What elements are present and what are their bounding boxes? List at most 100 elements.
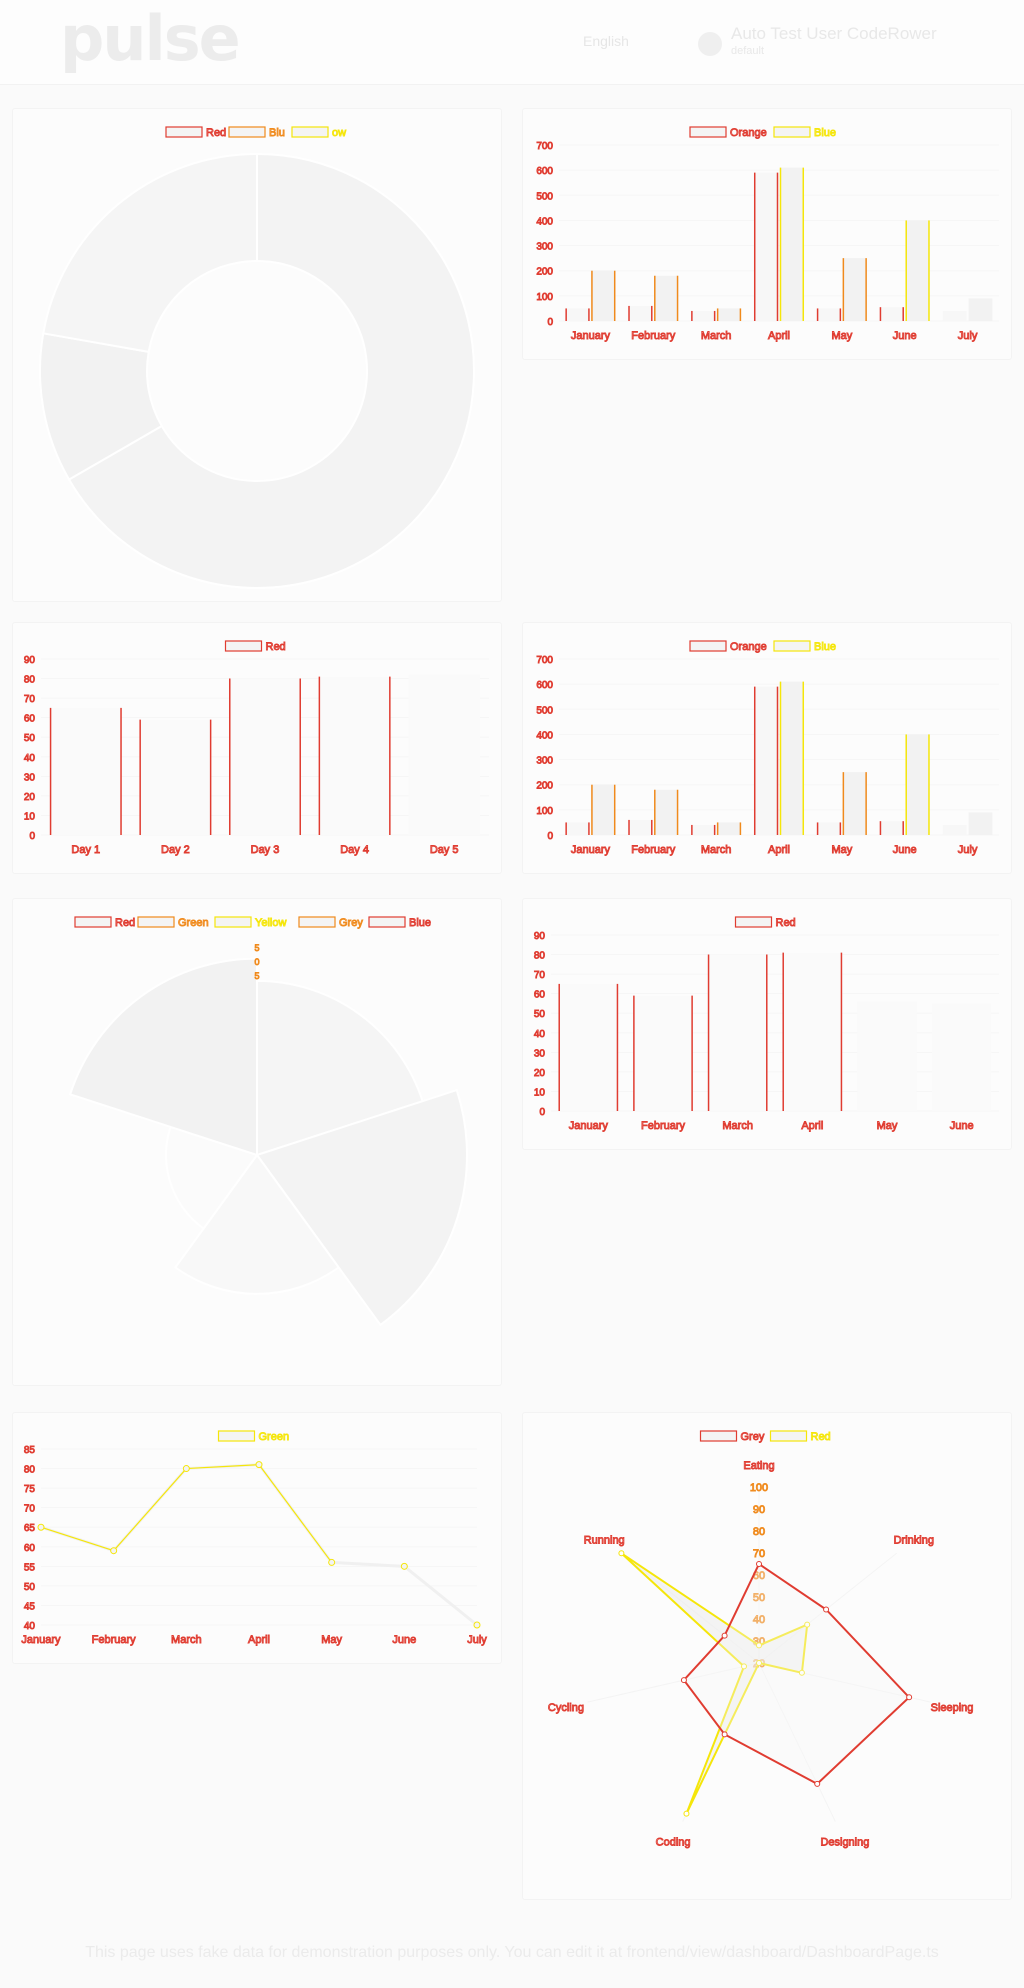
legend-swatch-red[interactable] [165,126,203,138]
legend-label-orange[interactable]: Orange [730,127,768,140]
user-name[interactable]: Auto Test User CodeRower [731,24,937,43]
bar-blue[interactable] [591,784,616,835]
legend-label-red[interactable]: Red [810,1431,831,1444]
legend-swatch-red[interactable] [74,916,112,928]
bar-blue[interactable] [717,822,741,835]
bar-blue[interactable] [842,258,867,321]
legend-swatch-blue[interactable] [773,126,811,138]
legend-swatch-blu[interactable] [228,126,266,138]
bar-orange[interactable] [628,305,653,321]
legend-label-ow[interactable]: ow [332,127,347,140]
bar-blue[interactable] [842,772,867,835]
legend-swatch-green[interactable] [137,916,175,928]
pulse-logo[interactable]: pulse [60,2,241,75]
bar-orange[interactable] [942,310,967,321]
bar-red[interactable] [633,995,693,1111]
legend-swatch-grey[interactable] [298,916,336,928]
bar-orange[interactable] [691,310,716,321]
legend-label-red[interactable]: Red [775,917,796,930]
legend-swatch-blue[interactable] [773,640,811,652]
line-point[interactable] [328,1558,336,1566]
bar-red[interactable] [50,707,122,835]
line-point[interactable] [400,1562,408,1570]
orange-blue-bar-chart-2[interactable]: Orange Blue 0 100 200 300 400 500 600 700 January F… [523,623,1011,873]
language-selector[interactable]: English [583,33,629,49]
bar-blue[interactable] [717,308,741,321]
radar-series-grey[interactable] [620,1552,809,1815]
legend-swatch-red[interactable] [224,640,263,652]
legend-swatch-ow[interactable] [291,126,329,138]
bar-orange[interactable] [754,686,778,835]
bar-orange[interactable] [942,824,967,835]
legend-label-green[interactable]: Green [178,917,209,930]
legend-label-green[interactable]: Green [258,1431,290,1444]
bar-red[interactable] [708,954,768,1111]
polar-segment-red[interactable] [256,979,424,1157]
legend-label-yellow[interactable]: Yellow [255,917,287,930]
bar-red[interactable] [318,676,391,835]
bar-blue[interactable] [968,812,993,835]
legend-swatch-red[interactable] [734,916,773,928]
doughnut-slice-red[interactable] [67,152,475,589]
line-point[interactable] [37,1523,45,1531]
bar-red[interactable] [229,678,301,835]
polar-segment-yellow[interactable] [173,1153,341,1295]
line-point[interactable] [110,1547,118,1555]
legend-swatch-yellow[interactable] [214,916,252,928]
bar-red[interactable] [932,1003,992,1111]
bar-red[interactable] [139,719,212,835]
bar-orange[interactable] [565,822,590,835]
bar-red[interactable] [782,952,842,1111]
legend-label-grey[interactable]: Grey [740,1431,765,1444]
bar-orange[interactable] [565,308,590,321]
radar-series-red[interactable] [682,1562,911,1786]
bar-orange[interactable] [879,821,904,835]
radar-chart[interactable]: Grey Red Eating Drinking Sleeping Designing Co… [523,1413,1011,1899]
legend-label-blue[interactable]: Blue [814,641,837,654]
orange-blue-bar-chart[interactable]: Orange Blue 0 100 200 300 400 500 600 700 January F… [523,109,1011,359]
bar-orange[interactable] [817,308,841,321]
bar-blue[interactable] [905,220,930,321]
bar-red[interactable] [558,983,618,1111]
bar-blue[interactable] [968,298,993,321]
bar-blue[interactable] [905,734,930,835]
legend-label-red[interactable]: Red [115,917,136,930]
bar-blue[interactable] [780,167,804,321]
polar-segment-blue[interactable] [68,957,258,1157]
bar-orange[interactable] [691,824,716,835]
line-point[interactable] [182,1465,190,1473]
legend-label-orange[interactable]: Orange [730,641,768,654]
legend-label-grey[interactable]: Grey [339,917,364,930]
legend-label-red[interactable]: Red [265,641,286,654]
polar-area-chart[interactable]: Red Green Yellow Grey Blue 5 0 5 [13,899,501,1385]
legend-swatch-orange[interactable] [689,640,727,652]
doughnut-slice-ow[interactable] [42,152,258,354]
bar-blue[interactable] [654,275,679,321]
legend-label-blu[interactable]: Blu [269,127,286,140]
legend-label-red[interactable]: Red [206,127,227,140]
polar-segment-green[interactable] [255,1088,468,1327]
bar-orange[interactable] [754,172,778,321]
legend-label-blue[interactable]: Blue [814,127,837,140]
legend-label-blue[interactable]: Blue [409,917,432,930]
bar-orange[interactable] [628,819,653,835]
bar-orange[interactable] [879,307,904,321]
bar-blue[interactable] [591,270,616,321]
line-chart[interactable]: Green 40 45 50 55 60 65 70 75 80 85 January February… [13,1413,501,1663]
day-bar-chart[interactable]: Red 0 10 20 30 40 50 60 70 80 90 Day 1 Day 2 Day 3 Day… [13,623,501,873]
legend-swatch-blue[interactable] [368,916,406,928]
legend-swatch-grey[interactable] [699,1430,738,1442]
doughnut-chart[interactable]: Red Blu ow [13,109,501,601]
month-bar-chart[interactable]: Red 0 10 20 30 40 50 60 70 80 90 January February Mar… [523,899,1011,1149]
line-point[interactable] [473,1621,481,1629]
polar-segment-grey[interactable] [165,1125,259,1230]
legend-swatch-green[interactable] [217,1430,256,1442]
bar-orange[interactable] [817,822,841,835]
bar-blue[interactable] [780,681,804,835]
line-point[interactable] [255,1461,263,1469]
legend-swatch-red[interactable] [769,1430,808,1442]
bar-red[interactable] [408,674,480,835]
user-avatar[interactable] [698,32,722,56]
bar-blue[interactable] [654,789,679,835]
bar-red[interactable] [857,1001,917,1111]
